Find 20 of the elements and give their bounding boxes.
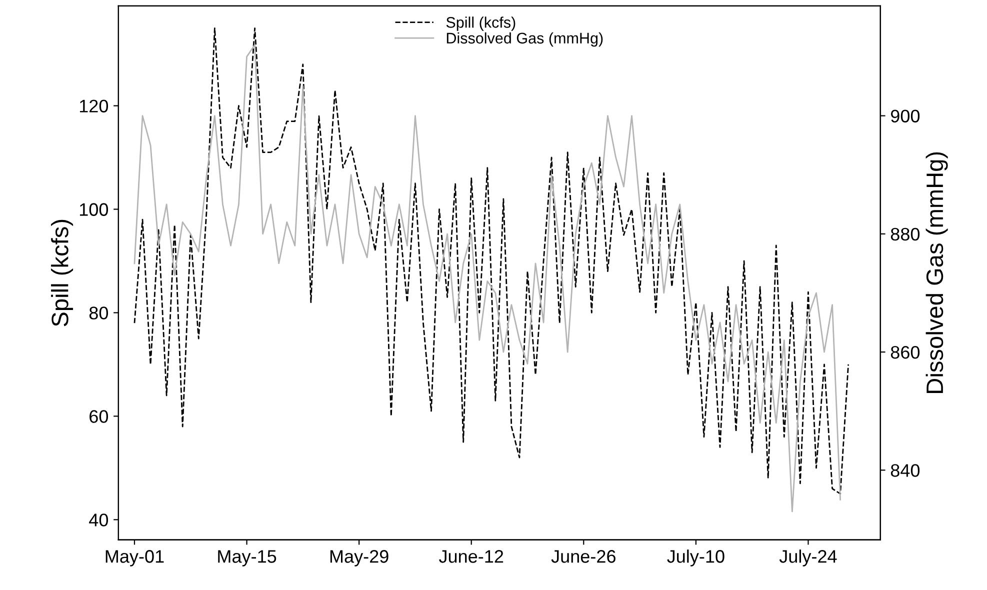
x-tick-label: May-01	[106, 550, 164, 566]
x-tick-label: July-10	[667, 550, 724, 566]
y2-tick-label: 880	[890, 228, 920, 241]
y2-tick-label: 840	[890, 464, 920, 477]
x-tick-label: May-29	[330, 550, 388, 566]
y-tick-label: 80	[89, 306, 108, 320]
x-tick-label: June-26	[551, 550, 616, 563]
legend-label: Dissolved Gas (mmHg)	[446, 32, 603, 47]
x-tick-label: June-12	[439, 550, 504, 563]
legend-label: Spill (kcfs)	[446, 16, 516, 31]
y2-tick-label: 900	[890, 110, 920, 122]
x-tick-label: May-15	[218, 550, 276, 566]
y-tick-label: 120	[80, 100, 108, 112]
y-tick-label: 100	[80, 203, 108, 216]
y2-tick-label: 860	[890, 346, 920, 359]
x-tick-label: July-24	[779, 550, 837, 566]
y-tick-label: 60	[90, 410, 108, 423]
y2-axis-title: Dissolved Gas (mmHg)	[926, 152, 948, 393]
y-tick-label: 40	[89, 514, 108, 526]
y-axis-title: Spill (kcfs)	[51, 220, 74, 326]
